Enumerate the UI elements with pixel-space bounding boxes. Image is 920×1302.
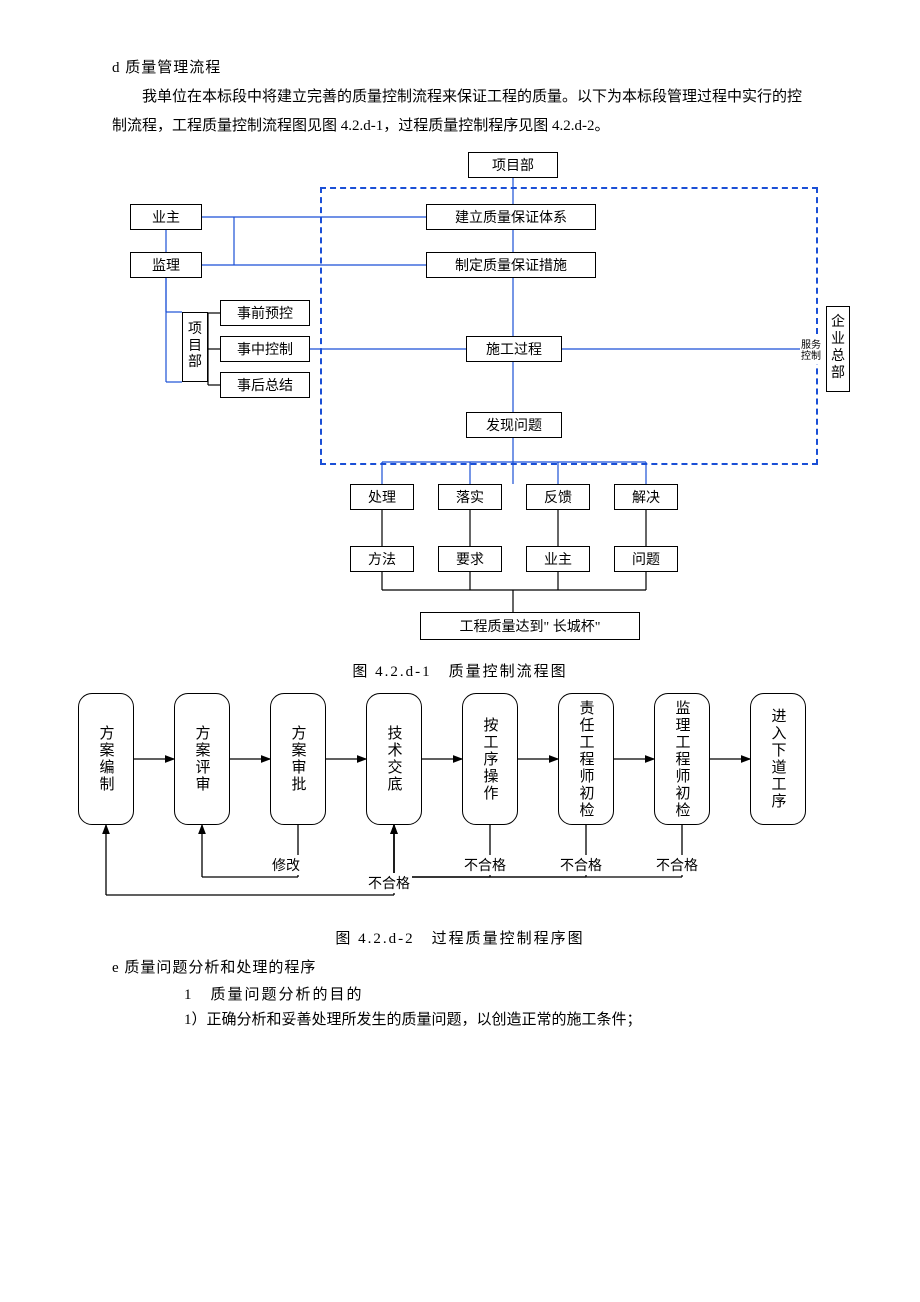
- section-e-sub1: 1 质量问题分析的目的: [184, 983, 856, 1004]
- node-post_summary: 事后总结: [220, 372, 310, 398]
- feedback-label: 不合格: [558, 855, 604, 875]
- node-handle: 处理: [350, 484, 414, 510]
- flowchart-process-quality-control: 方案编制 方案评审 方案审批 技术交底 按工序操作 责任工程师初检 监理工程师初检 进入下道工…: [64, 689, 864, 919]
- step-label: 方案编制: [96, 725, 117, 793]
- node-owner2: 业主: [526, 546, 590, 572]
- node-proj_dept_side: 项目部: [182, 312, 208, 382]
- node-requirement: 要求: [438, 546, 502, 572]
- node-construction: 施工过程: [466, 336, 562, 362]
- node-svc_ctrl: 服务控制: [800, 338, 822, 364]
- step-label: 方案审批: [288, 725, 309, 793]
- node-owner: 业主: [130, 204, 202, 230]
- section-d-paragraph: 我单位在本标段中将建立完善的质量控制流程来保证工程的质量。以下为本标段管理过程中…: [112, 83, 808, 140]
- node-est_qa_system: 建立质量保证体系: [426, 204, 596, 230]
- step-label: 监理工程师初检: [672, 700, 693, 819]
- node-implement: 落实: [438, 484, 502, 510]
- step-label: 进入下道工序: [768, 708, 789, 810]
- node-issue: 问题: [614, 546, 678, 572]
- node-hq: 企业总部: [826, 306, 850, 392]
- section-e-heading: e 质量问题分析和处理的程序: [112, 956, 856, 977]
- step-next_step: 进入下道工序: [750, 693, 806, 825]
- diagram2-caption: 图 4.2.d-2 过程质量控制程序图: [64, 927, 856, 948]
- step-label: 责任工程师初检: [576, 700, 597, 819]
- step-label: 技术交底: [384, 725, 405, 793]
- node-feedback: 反馈: [526, 484, 590, 510]
- feedback-label: 修改: [270, 855, 302, 875]
- step-label: 方案评审: [192, 725, 213, 793]
- node-supervisor: 监理: [130, 252, 202, 278]
- step-plan_review: 方案评审: [174, 693, 230, 825]
- feedback-label: 不合格: [462, 855, 508, 875]
- step-label: 按工序操作: [480, 717, 501, 802]
- step-plan_write: 方案编制: [78, 693, 134, 825]
- section-d-heading: d 质量管理流程: [112, 56, 856, 77]
- node-pre_control: 事前预控: [220, 300, 310, 326]
- node-make_qa_measure: 制定质量保证措施: [426, 252, 596, 278]
- feedback-label: 不合格: [654, 855, 700, 875]
- node-goal: 工程质量达到" 长城杯": [420, 612, 640, 640]
- node-in_control: 事中控制: [220, 336, 310, 362]
- feedback-label: 不合格: [366, 873, 412, 893]
- node-solve: 解决: [614, 484, 678, 510]
- flowchart-quality-control: 项目部业主监理建立质量保证体系制定质量保证措施事前预控事中控制事后总结项目部施工…: [70, 152, 850, 652]
- node-method: 方法: [350, 546, 414, 572]
- diagram1-caption: 图 4.2.d-1 质量控制流程图: [64, 660, 856, 681]
- node-proj_dept_top: 项目部: [468, 152, 558, 178]
- step-tech_brief: 技术交底: [366, 693, 422, 825]
- step-eng_initial: 责任工程师初检: [558, 693, 614, 825]
- step-procedure_op: 按工序操作: [462, 693, 518, 825]
- step-supv_initial: 监理工程师初检: [654, 693, 710, 825]
- node-find_issue: 发现问题: [466, 412, 562, 438]
- section-e-bullet1: 1）正确分析和妥善处理所发生的质量问题，以创造正常的施工条件；: [184, 1008, 856, 1029]
- step-plan_approve: 方案审批: [270, 693, 326, 825]
